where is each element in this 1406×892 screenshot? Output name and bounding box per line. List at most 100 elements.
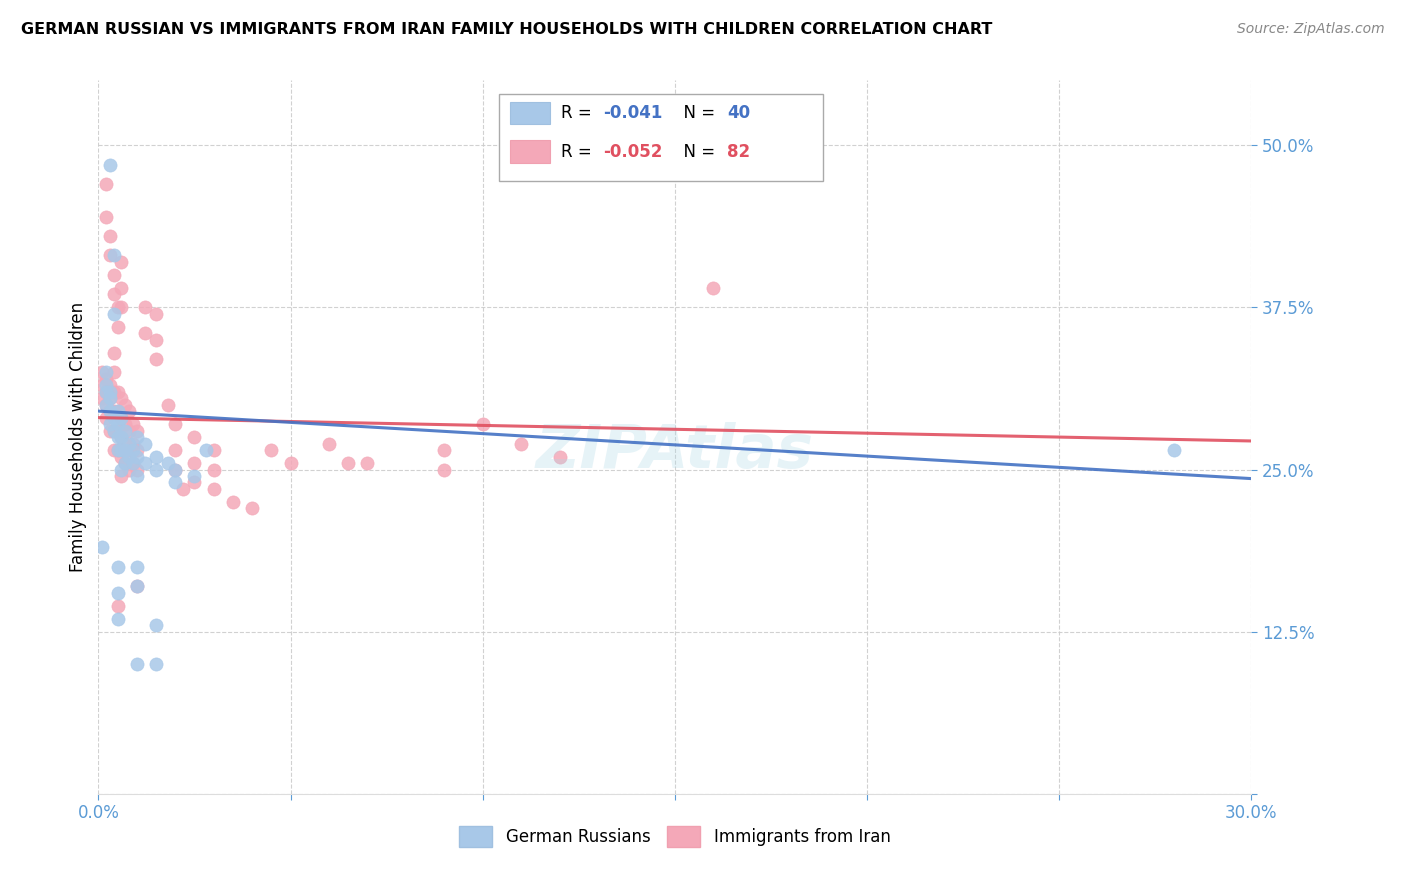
- Point: [103, 443, 125, 458]
- Point: [125, 469, 148, 483]
- Point: [91, 391, 114, 405]
- Text: 40: 40: [727, 104, 749, 122]
- Point: [172, 482, 194, 496]
- Point: [110, 430, 132, 444]
- Point: [122, 456, 145, 470]
- Point: [103, 345, 125, 359]
- Point: [222, 495, 245, 509]
- Point: [318, 436, 340, 450]
- Point: [98, 158, 121, 172]
- Text: -0.041: -0.041: [603, 104, 662, 122]
- Point: [122, 417, 145, 431]
- Point: [433, 443, 456, 458]
- Point: [98, 424, 121, 438]
- Point: [107, 443, 129, 458]
- Point: [183, 430, 205, 444]
- Point: [280, 456, 302, 470]
- Text: Source: ZipAtlas.com: Source: ZipAtlas.com: [1237, 22, 1385, 37]
- Point: [107, 443, 129, 458]
- Point: [94, 372, 117, 386]
- Point: [260, 443, 283, 458]
- Point: [471, 417, 494, 431]
- Point: [91, 378, 114, 392]
- Point: [114, 398, 136, 412]
- Point: [548, 450, 571, 464]
- Point: [94, 398, 117, 412]
- Point: [165, 462, 187, 476]
- Point: [110, 462, 132, 476]
- Legend: German Russians, Immigrants from Iran: German Russians, Immigrants from Iran: [453, 820, 897, 854]
- Point: [145, 307, 167, 321]
- Point: [107, 599, 129, 613]
- Point: [110, 391, 132, 405]
- Point: [107, 404, 129, 418]
- Point: [98, 384, 121, 399]
- Point: [114, 456, 136, 470]
- Text: ZIPAtlas: ZIPAtlas: [536, 422, 814, 481]
- Point: [165, 417, 187, 431]
- Point: [183, 469, 205, 483]
- Point: [165, 443, 187, 458]
- Point: [118, 462, 141, 476]
- Point: [103, 384, 125, 399]
- Point: [110, 410, 132, 425]
- Point: [91, 365, 114, 379]
- Point: [94, 210, 117, 224]
- Point: [118, 436, 141, 450]
- Text: R =: R =: [561, 143, 598, 161]
- Point: [110, 410, 132, 425]
- Point: [114, 417, 136, 431]
- Point: [202, 443, 225, 458]
- Text: N =: N =: [673, 104, 721, 122]
- Point: [110, 281, 132, 295]
- Point: [107, 417, 129, 431]
- Point: [98, 391, 121, 405]
- Point: [107, 612, 129, 626]
- Point: [107, 424, 129, 438]
- Point: [145, 618, 167, 632]
- Point: [94, 384, 117, 399]
- Point: [156, 456, 179, 470]
- Text: R =: R =: [561, 104, 598, 122]
- Point: [145, 450, 167, 464]
- Point: [125, 424, 148, 438]
- Point: [98, 391, 121, 405]
- Point: [125, 559, 148, 574]
- Point: [114, 424, 136, 438]
- Point: [122, 436, 145, 450]
- Point: [110, 301, 132, 315]
- Point: [118, 424, 141, 438]
- Point: [98, 229, 121, 244]
- Point: [240, 501, 263, 516]
- Point: [107, 430, 129, 444]
- Point: [510, 436, 533, 450]
- Point: [110, 255, 132, 269]
- Point: [145, 333, 167, 347]
- Point: [107, 301, 129, 315]
- Point: [125, 462, 148, 476]
- Point: [107, 319, 129, 334]
- Text: GERMAN RUSSIAN VS IMMIGRANTS FROM IRAN FAMILY HOUSEHOLDS WITH CHILDREN CORRELATI: GERMAN RUSSIAN VS IMMIGRANTS FROM IRAN F…: [21, 22, 993, 37]
- Point: [94, 384, 117, 399]
- Point: [156, 398, 179, 412]
- Point: [125, 430, 148, 444]
- Point: [337, 456, 360, 470]
- Point: [122, 456, 145, 470]
- Point: [94, 378, 117, 392]
- Point: [125, 579, 148, 593]
- Point: [122, 443, 145, 458]
- Point: [134, 301, 156, 315]
- Point: [103, 424, 125, 438]
- Point: [125, 450, 148, 464]
- Point: [94, 398, 117, 412]
- Point: [94, 177, 117, 191]
- Point: [1163, 443, 1185, 458]
- Point: [107, 586, 129, 600]
- Point: [107, 384, 129, 399]
- Point: [202, 462, 225, 476]
- Point: [110, 443, 132, 458]
- Point: [98, 378, 121, 392]
- Point: [103, 248, 125, 262]
- Point: [118, 450, 141, 464]
- Point: [110, 469, 132, 483]
